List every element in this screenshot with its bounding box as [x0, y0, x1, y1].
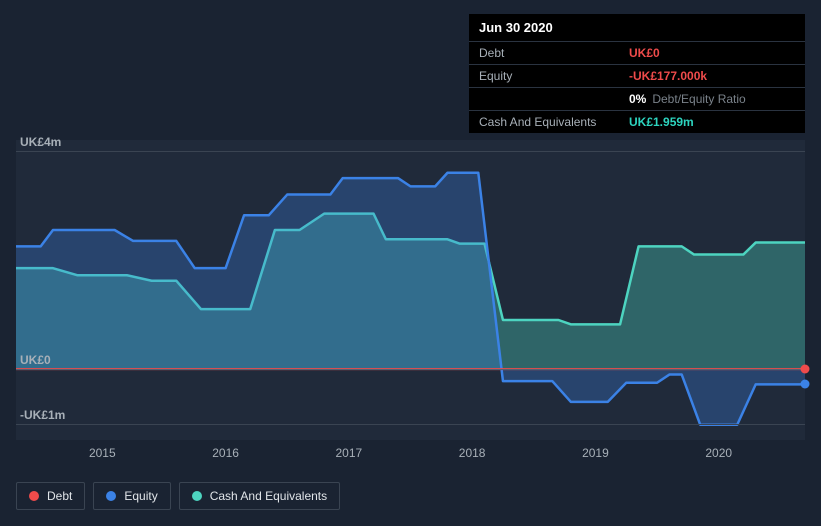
gridline	[16, 151, 805, 152]
x-axis-label: 2018	[459, 446, 486, 460]
tooltip-date: Jun 30 2020	[469, 14, 805, 42]
chart-tooltip: Jun 30 2020 Debt UK£0 Equity -UK£177.000…	[469, 14, 805, 133]
tooltip-label-equity: Equity	[479, 69, 629, 83]
chart-legend: Debt Equity Cash And Equivalents	[16, 482, 340, 510]
ratio-percent: 0%	[629, 92, 646, 106]
tooltip-row-equity: Equity -UK£177.000k	[469, 65, 805, 88]
legend-item[interactable]: Equity	[93, 482, 170, 510]
legend-label: Cash And Equivalents	[210, 489, 327, 503]
tooltip-label-cash: Cash And Equivalents	[479, 115, 629, 129]
gridline	[16, 369, 805, 370]
legend-dot-icon	[106, 491, 116, 501]
x-axis-label: 2020	[705, 446, 732, 460]
legend-item[interactable]: Debt	[16, 482, 85, 510]
x-axis-label: 2017	[336, 446, 363, 460]
series-end-dot	[801, 365, 810, 374]
y-axis-label: UK£4m	[20, 135, 61, 149]
ratio-label: Debt/Equity Ratio	[652, 92, 745, 106]
legend-label: Debt	[47, 489, 72, 503]
x-axis-label: 2015	[89, 446, 116, 460]
legend-dot-icon	[192, 491, 202, 501]
chart-svg	[16, 140, 805, 440]
series-end-dot	[801, 380, 810, 389]
tooltip-value-equity: -UK£177.000k	[629, 69, 795, 83]
tooltip-label-ratio-spacer	[479, 92, 629, 106]
y-axis-label: UK£0	[20, 353, 51, 367]
tooltip-value-debt: UK£0	[629, 46, 795, 60]
tooltip-row-cash: Cash And Equivalents UK£1.959m	[469, 111, 805, 133]
tooltip-value-ratio: 0% Debt/Equity Ratio	[629, 92, 795, 106]
tooltip-value-cash: UK£1.959m	[629, 115, 795, 129]
financial-chart: UK£4m UK£0 -UK£1m 2015 2016 2017 2018 2019 2020…	[0, 0, 821, 526]
tooltip-row-debt: Debt UK£0	[469, 42, 805, 65]
gridline	[16, 424, 805, 425]
legend-dot-icon	[29, 491, 39, 501]
tooltip-row-ratio: 0% Debt/Equity Ratio	[469, 88, 805, 111]
legend-label: Equity	[124, 489, 157, 503]
x-axis-label: 2016	[212, 446, 239, 460]
tooltip-label-debt: Debt	[479, 46, 629, 60]
y-axis-label: -UK£1m	[20, 408, 65, 422]
x-axis-label: 2019	[582, 446, 609, 460]
legend-item[interactable]: Cash And Equivalents	[179, 482, 340, 510]
